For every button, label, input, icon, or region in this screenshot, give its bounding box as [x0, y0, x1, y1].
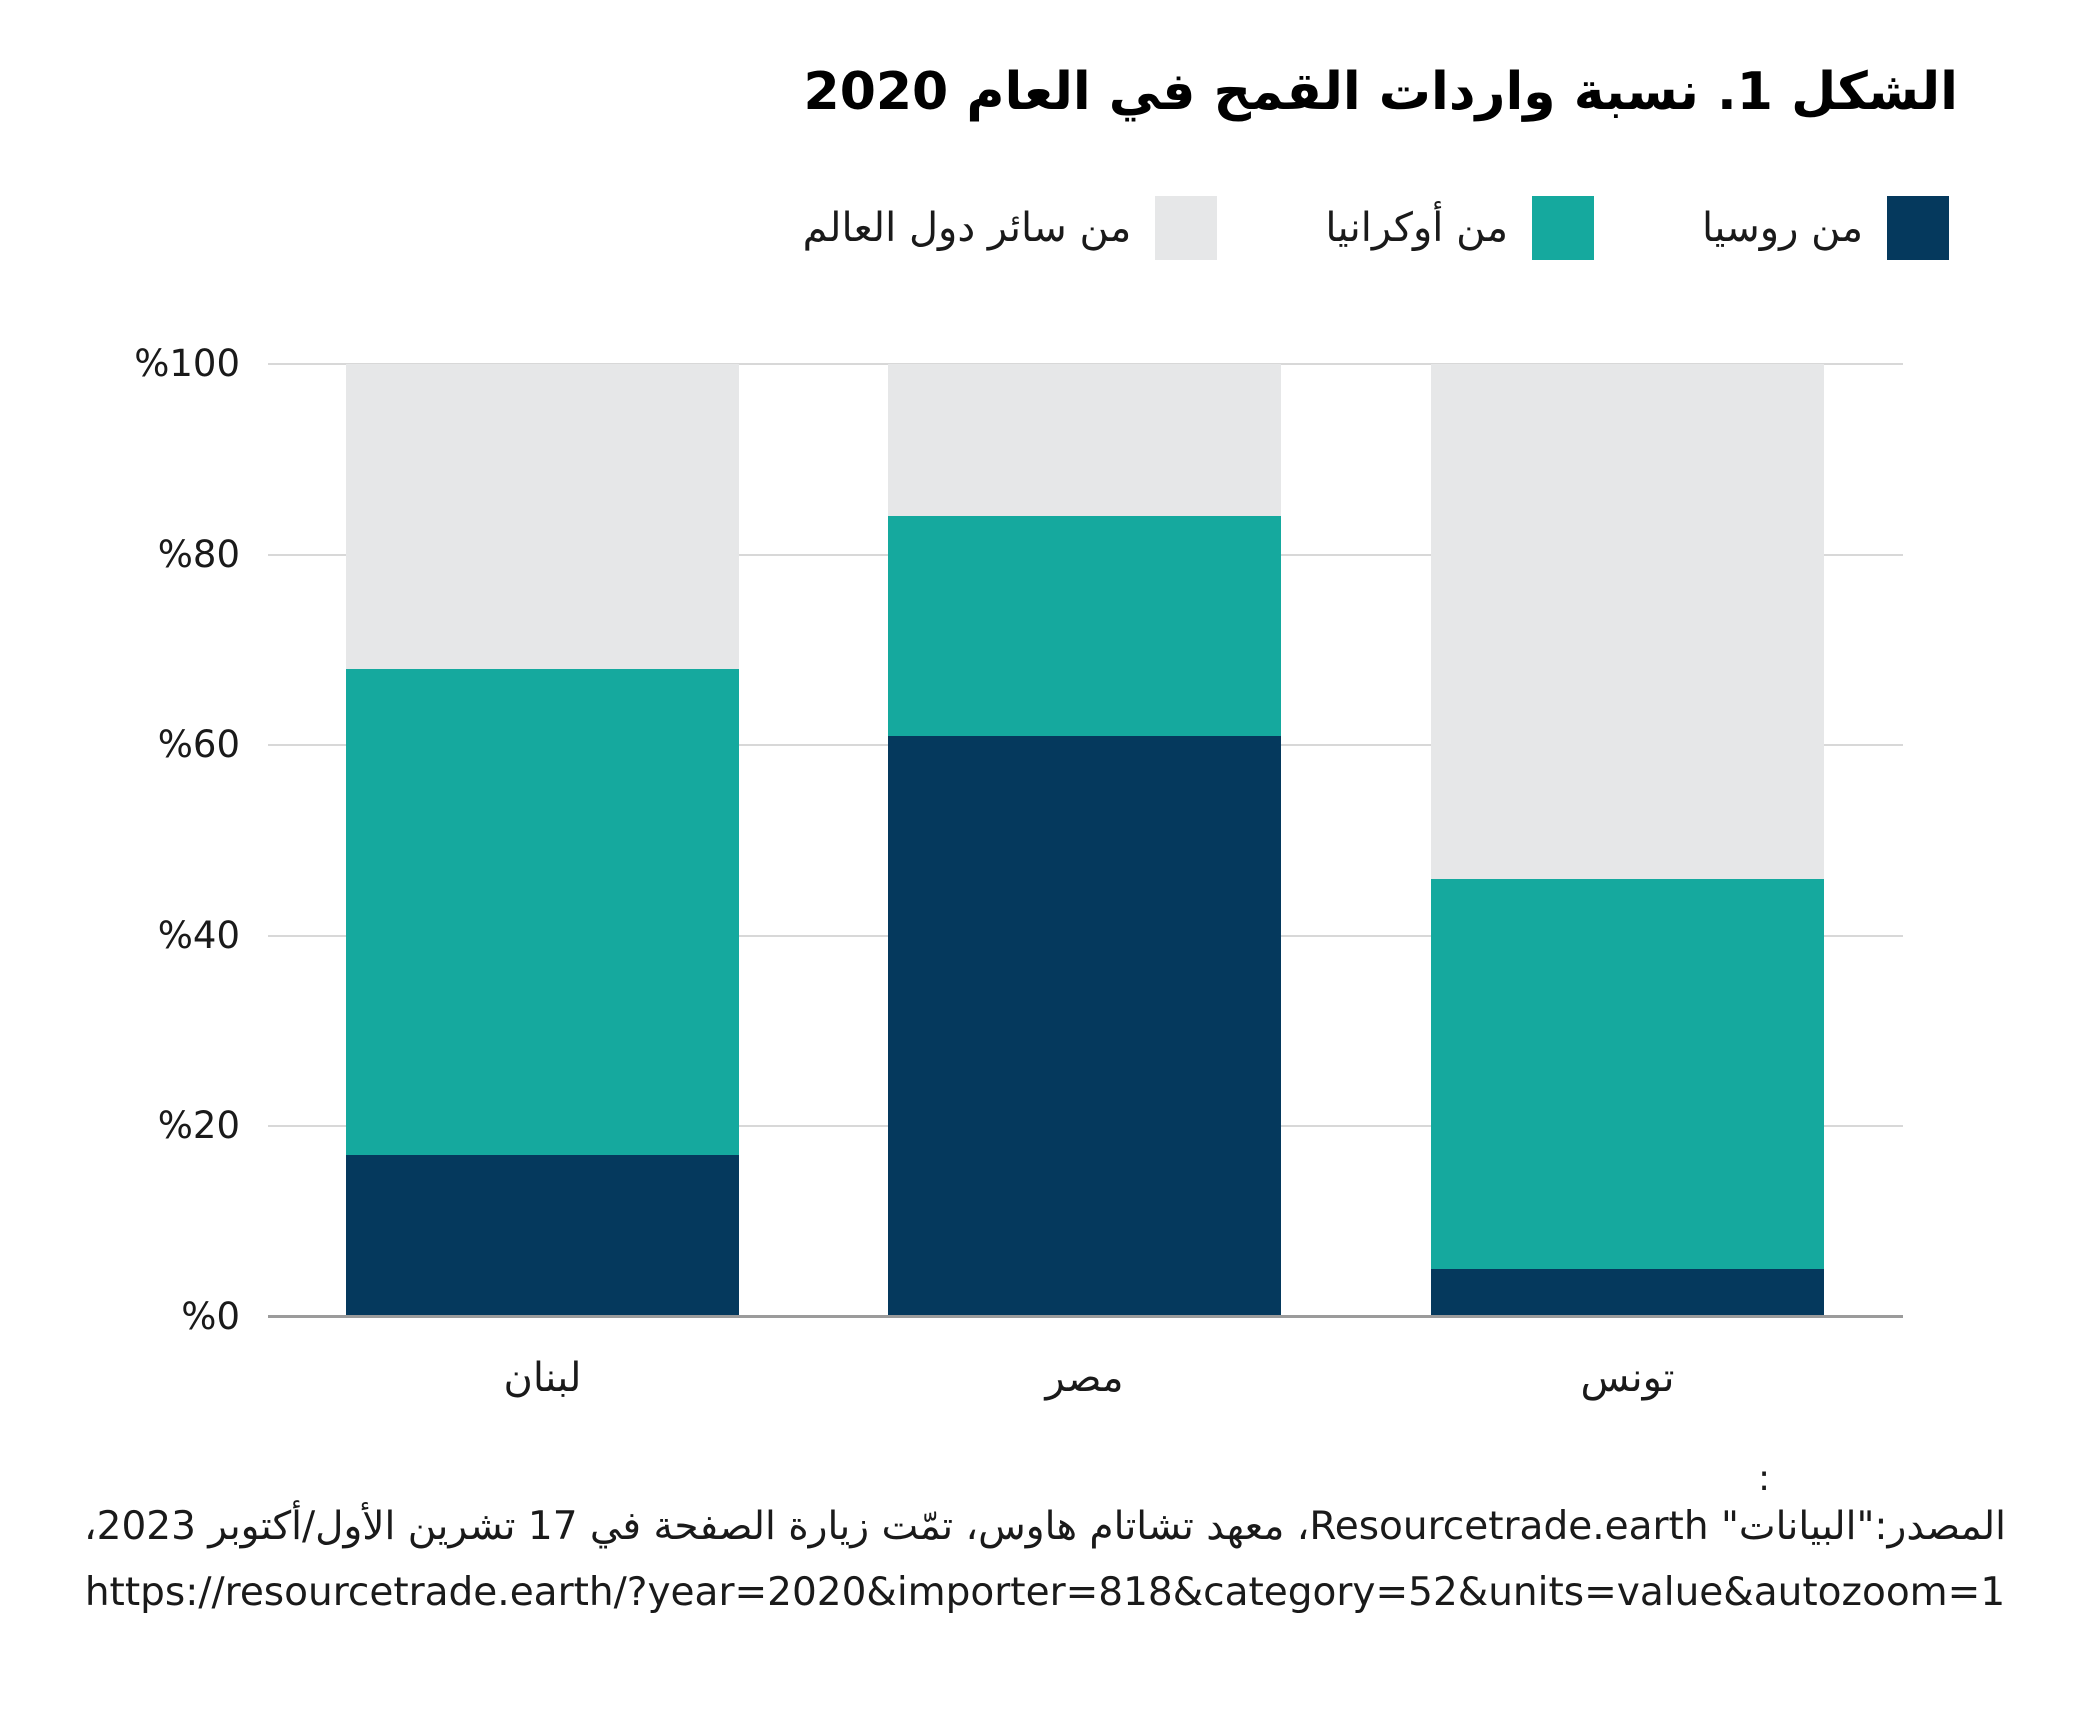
plot-area: %0 %20 %40 %60 %80 %100 لبنان مصر تونس [134, 342, 1903, 1401]
bar-2 [888, 364, 1281, 1317]
bar-segment [346, 1155, 739, 1317]
bar-segment [1431, 878, 1824, 1270]
bar-segment [346, 364, 739, 669]
legend-item: من سائر دول العالم [803, 196, 1218, 260]
bar-segment [1431, 1269, 1824, 1317]
bar-3 [1431, 364, 1824, 1317]
source-text: المصدر:"البيانات" Resourcetrade.earth، م… [84, 1504, 2006, 1549]
stray-colon: : [1758, 1458, 1771, 1499]
bar-segment [1431, 364, 1824, 879]
y-gridline [268, 363, 1903, 365]
x-tick-label: مصر [1045, 1355, 1124, 1401]
source-caption: المصدر:"البيانات" Resourcetrade.earth، م… [70, 1494, 2020, 1626]
y-tick-label: %80 [157, 532, 240, 576]
chart-title: الشكل 1. نسبة واردات القمح في العام 2020 [803, 62, 1958, 122]
bar-1 [346, 364, 739, 1317]
x-tick-label: لبنان [503, 1355, 582, 1401]
legend-swatch [1155, 196, 1218, 260]
y-tick-label: %40 [157, 913, 240, 957]
source-url: https://resourcetrade.earth/?year=2020&i… [84, 1570, 2006, 1615]
legend-item: من روسيا [1702, 196, 1949, 260]
legend-label: من أوكرانيا [1325, 205, 1508, 251]
legend-swatch [1887, 196, 1949, 260]
bar-segment [346, 668, 739, 1155]
bar-segment [888, 364, 1281, 517]
y-tick-label: %100 [134, 342, 240, 385]
bar-segment [888, 735, 1281, 1317]
x-axis-line [268, 1315, 1903, 1318]
legend-label: من سائر دول العالم [802, 205, 1132, 251]
y-tick-label: %60 [157, 723, 240, 767]
legend-label: من روسيا [1702, 205, 1863, 251]
y-tick-label: %20 [157, 1104, 240, 1148]
x-tick-label: تونس [1580, 1355, 1675, 1401]
bar-segment [888, 516, 1281, 736]
chart-legend: من روسيا من أوكرانيا من سائر دول العالم [803, 196, 1949, 260]
legend-swatch [1532, 196, 1594, 260]
legend-item: من أوكرانيا [1325, 196, 1594, 260]
y-tick-label: %0 [181, 1295, 240, 1338]
